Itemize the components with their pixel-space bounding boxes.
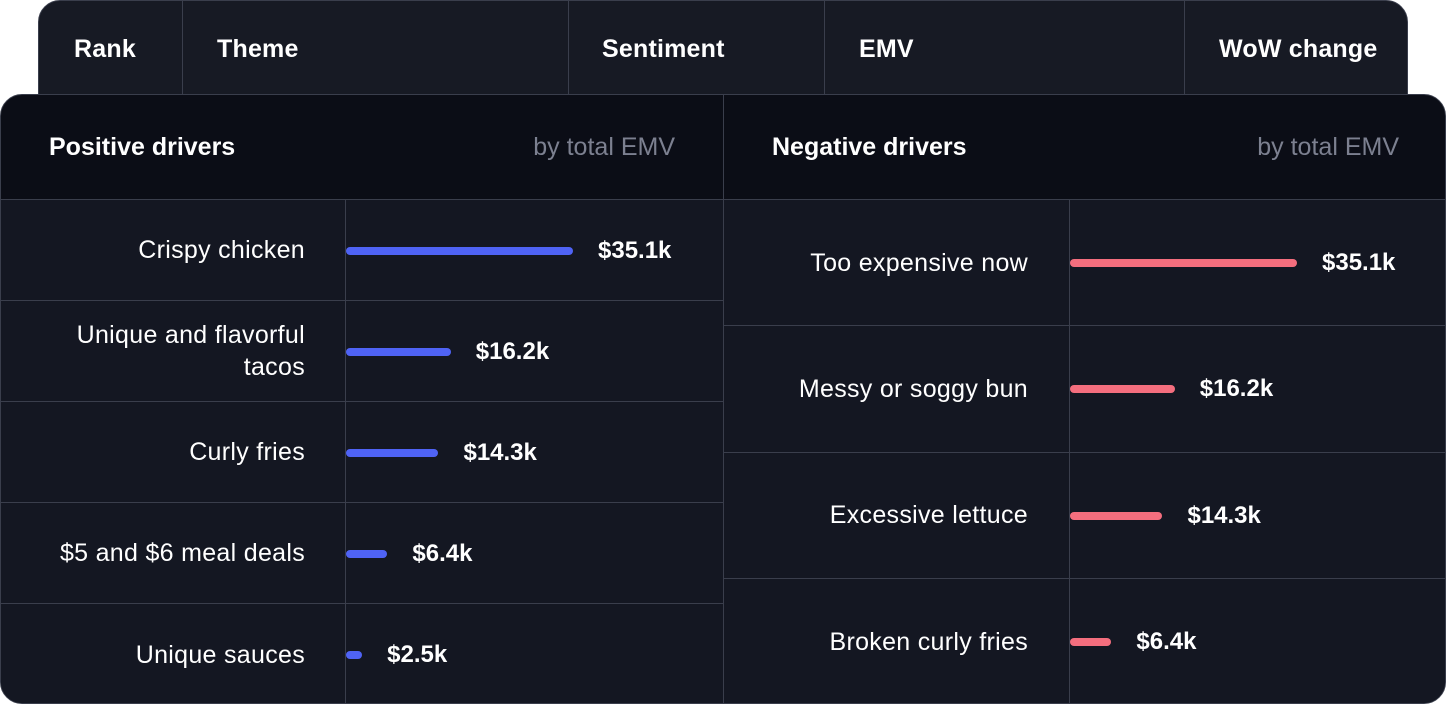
positive-driver-bar — [346, 448, 439, 457]
header-theme[interactable]: Theme — [182, 1, 568, 97]
negative-driver-row[interactable]: Broken curly fries $6.4k — [724, 578, 1445, 703]
positive-drivers-subtitle: by total EMV — [533, 133, 675, 161]
negative-driver-bar — [1070, 259, 1297, 268]
column-divider — [1069, 578, 1070, 703]
positive-drivers-panel: Positive drivers by total EMV Crispy chi… — [1, 95, 723, 703]
column-divider — [345, 604, 346, 703]
positive-driver-value: $16.2k — [475, 337, 550, 365]
negative-driver-row[interactable]: Messy or soggy bun $16.2k — [724, 326, 1445, 453]
positive-driver-value: $14.3k — [463, 438, 537, 466]
header-sentiment[interactable]: Sentiment — [568, 1, 824, 97]
positive-drivers-header: Positive drivers by total EMV — [1, 95, 723, 200]
column-divider — [1069, 326, 1070, 452]
column-divider — [1069, 200, 1070, 326]
negative-drivers-header: Negative drivers by total EMV — [724, 95, 1445, 200]
negative-driver-bar — [1070, 511, 1163, 520]
positive-driver-label: Unique sauces — [135, 640, 305, 669]
header-emv-label: EMV — [859, 34, 914, 63]
negative-driver-label: Messy or soggy bun — [798, 374, 1028, 403]
positive-driver-row[interactable]: Curly fries $14.3k — [1, 402, 723, 503]
header-wow-change[interactable]: WoW change — [1184, 1, 1409, 97]
header-wow-label: WoW change — [1219, 34, 1378, 63]
negative-driver-value: $6.4k — [1136, 627, 1197, 655]
positive-driver-bar — [346, 246, 573, 255]
negative-driver-row[interactable]: Too expensive now $35.1k — [724, 200, 1445, 327]
positive-drivers-title: Positive drivers — [49, 133, 236, 161]
column-divider — [1069, 452, 1070, 578]
positive-driver-value: $2.5k — [387, 640, 448, 668]
positive-driver-bar — [346, 650, 363, 659]
negative-drivers-subtitle: by total EMV — [1257, 133, 1399, 161]
positive-drivers-chart: Crispy chicken $35.1k Unique and flavorful… — [1, 200, 723, 703]
header-sentiment-label: Sentiment — [602, 34, 725, 63]
negative-driver-label: Excessive lettuce — [829, 501, 1028, 530]
positive-driver-row[interactable]: $5 and $6 meal deals $6.4k — [1, 503, 723, 604]
header-emv[interactable]: EMV — [824, 1, 1184, 97]
negative-driver-row[interactable]: Excessive lettuce $14.3k — [724, 452, 1445, 579]
positive-driver-label: Unique and flavorful tacos — [76, 321, 305, 381]
negative-driver-label: Too expensive now — [810, 248, 1028, 277]
header-rank-label: Rank — [74, 34, 136, 63]
negative-driver-value: $35.1k — [1322, 249, 1396, 277]
negative-driver-value: $16.2k — [1199, 375, 1274, 403]
positive-driver-value: $35.1k — [598, 236, 672, 264]
negative-driver-value: $14.3k — [1187, 501, 1261, 529]
column-divider — [345, 402, 346, 502]
positive-driver-row[interactable]: Unique and flavorful tacos $16.2k — [1, 301, 723, 402]
negative-driver-label: Broken curly fries — [829, 627, 1028, 656]
positive-driver-label: Crispy chicken — [138, 236, 305, 264]
header-theme-label: Theme — [217, 34, 299, 63]
positive-driver-bar — [346, 549, 388, 558]
negative-driver-bar — [1070, 385, 1175, 394]
column-divider — [345, 200, 346, 300]
negative-drivers-chart: Too expensive now $35.1k Messy or soggy bu… — [724, 200, 1445, 703]
positive-driver-label: Curly fries — [189, 438, 305, 466]
positive-driver-value: $6.4k — [412, 539, 473, 567]
header-rank[interactable]: Rank — [39, 1, 182, 97]
column-divider — [345, 503, 346, 603]
positive-driver-bar — [346, 347, 451, 356]
positive-driver-label: $5 and $6 meal deals — [59, 539, 305, 567]
drivers-card: Positive drivers by total EMV Crispy chi… — [0, 94, 1446, 704]
negative-drivers-title: Negative drivers — [772, 133, 967, 161]
positive-driver-row[interactable]: Crispy chicken $35.1k — [1, 200, 723, 301]
negative-driver-bar — [1070, 637, 1112, 646]
column-divider — [345, 301, 346, 401]
negative-drivers-panel: Negative drivers by total EMV Too expens… — [723, 95, 1445, 703]
positive-driver-row[interactable]: Unique sauces $2.5k — [1, 604, 723, 703]
